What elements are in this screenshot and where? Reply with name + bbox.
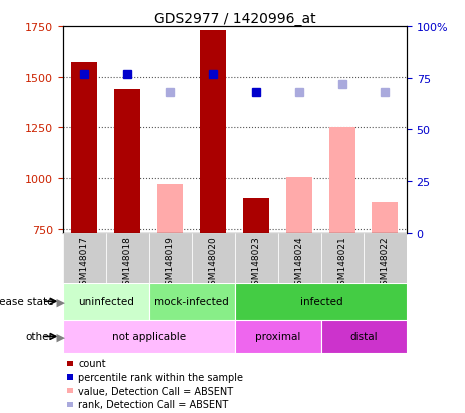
- Text: GSM148021: GSM148021: [338, 236, 347, 290]
- Title: GDS2977 / 1420996_at: GDS2977 / 1420996_at: [154, 12, 316, 26]
- Text: disease state: disease state: [0, 297, 53, 306]
- Text: GSM148020: GSM148020: [209, 236, 218, 290]
- Bar: [63, 233, 106, 283]
- Bar: [235, 233, 278, 283]
- Bar: [106, 233, 149, 283]
- Bar: [72, 63, 97, 233]
- Text: infected: infected: [299, 297, 342, 306]
- Bar: [149, 233, 192, 283]
- Text: GSM148019: GSM148019: [166, 236, 175, 291]
- Text: value, Detection Call = ABSENT: value, Detection Call = ABSENT: [78, 386, 233, 396]
- Bar: [149, 283, 235, 320]
- Text: proximal: proximal: [255, 332, 300, 342]
- Text: percentile rank within the sample: percentile rank within the sample: [78, 372, 243, 382]
- Bar: [114, 90, 140, 233]
- Bar: [321, 320, 407, 353]
- Text: rank, Detection Call = ABSENT: rank, Detection Call = ABSENT: [78, 399, 228, 409]
- Bar: [286, 178, 312, 233]
- Text: mock-infected: mock-infected: [154, 297, 229, 306]
- Bar: [63, 283, 149, 320]
- Text: other: other: [26, 332, 53, 342]
- Text: GSM148018: GSM148018: [123, 236, 132, 291]
- Text: ▶: ▶: [53, 297, 66, 306]
- Bar: [372, 203, 398, 233]
- Text: GSM148022: GSM148022: [381, 236, 390, 290]
- Bar: [192, 233, 235, 283]
- Text: uninfected: uninfected: [78, 297, 134, 306]
- Bar: [200, 31, 226, 233]
- Bar: [329, 128, 355, 233]
- Text: ▶: ▶: [53, 332, 66, 342]
- Text: count: count: [78, 358, 106, 368]
- Text: GSM148017: GSM148017: [80, 236, 89, 291]
- Bar: [157, 185, 183, 233]
- Text: GSM148024: GSM148024: [295, 236, 304, 290]
- Bar: [364, 233, 407, 283]
- Bar: [63, 320, 235, 353]
- Bar: [235, 320, 321, 353]
- Bar: [244, 199, 269, 233]
- Bar: [235, 283, 407, 320]
- Bar: [321, 233, 364, 283]
- Bar: [278, 233, 321, 283]
- Text: not applicable: not applicable: [112, 332, 186, 342]
- Text: GSM148023: GSM148023: [252, 236, 261, 290]
- Text: distal: distal: [350, 332, 378, 342]
